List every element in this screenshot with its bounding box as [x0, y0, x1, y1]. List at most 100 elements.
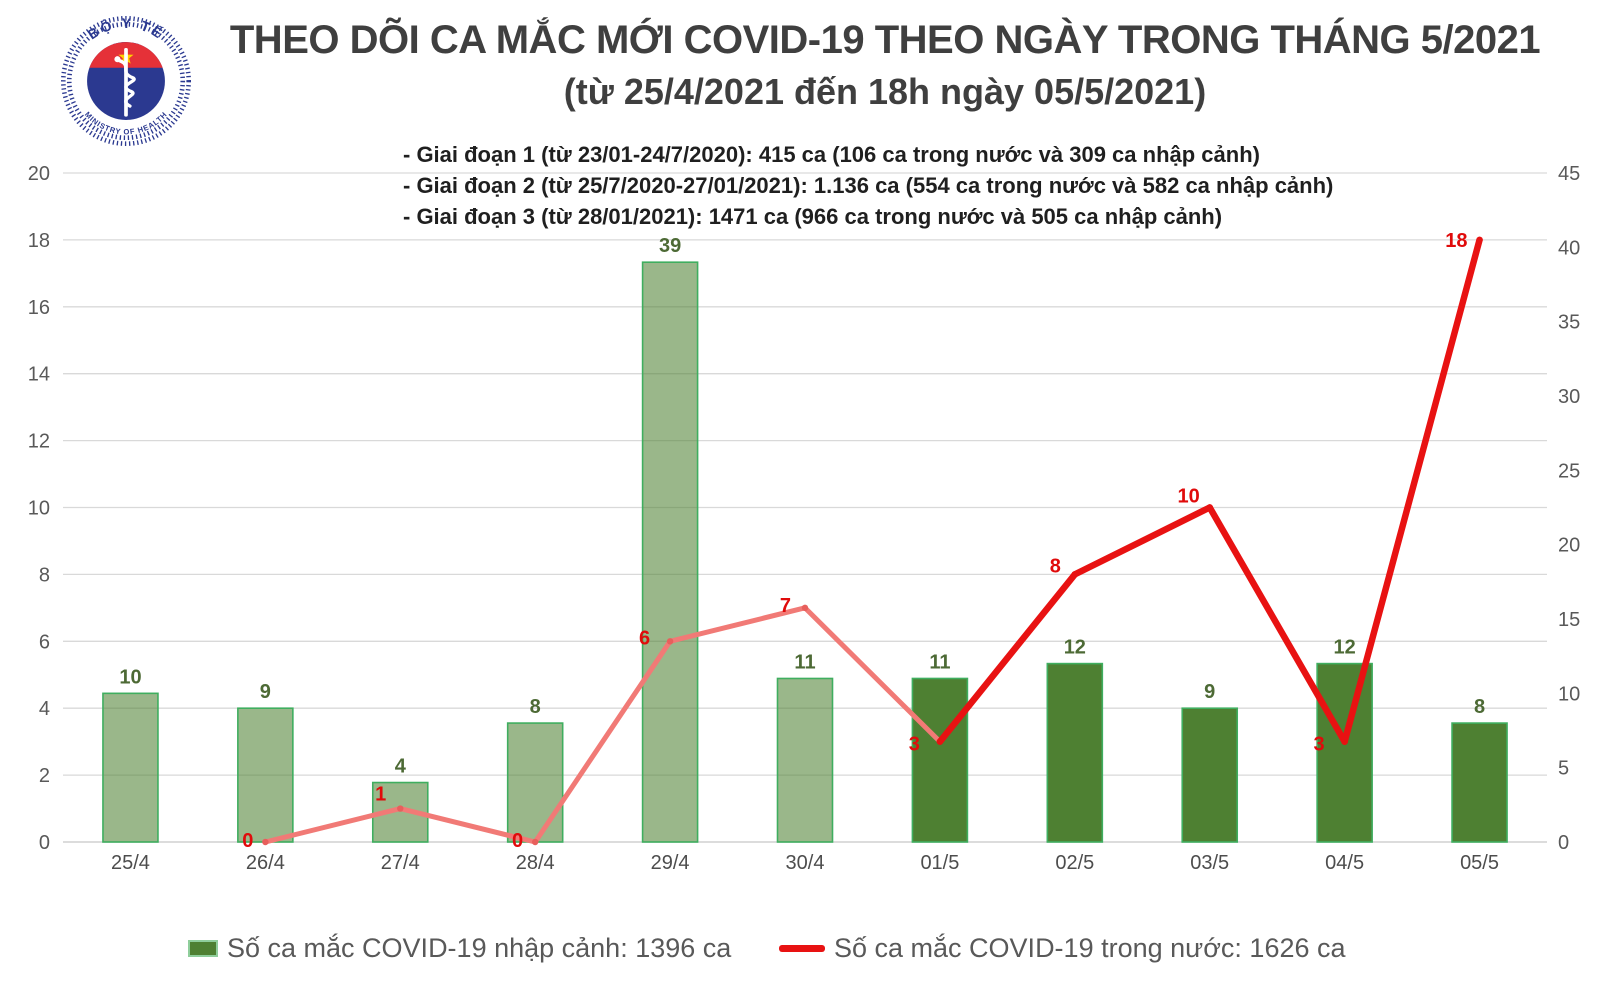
x-axis-label: 27/4	[381, 852, 420, 874]
bar-value-label: 4	[395, 756, 407, 778]
left-axis-tick-label: 8	[39, 564, 50, 586]
line-point	[1071, 571, 1079, 578]
line-value-label: 0	[512, 830, 523, 852]
line-value-label: 8	[1050, 555, 1061, 577]
left-axis-tick-label: 18	[28, 230, 50, 252]
line-segment	[1071, 504, 1213, 578]
annotation-phase-3: - Giai đoạn 3 (từ 28/01/2021): 1471 ca (…	[403, 204, 1223, 229]
bar-05-5	[1451, 722, 1508, 843]
legend-label-imported: Số ca mắc COVID-19 nhập cảnh: 1396 ca	[227, 932, 732, 963]
x-axis-label: 02/5	[1055, 852, 1094, 874]
bar-30-4	[776, 677, 834, 843]
line-segment	[1206, 504, 1348, 745]
line-point	[397, 805, 404, 812]
bar-value-label: 9	[260, 681, 271, 703]
bar-value-label: 11	[929, 651, 950, 673]
line-value-label: 0	[242, 830, 253, 852]
left-axis-tick-label: 6	[39, 631, 50, 653]
bar-value-label: 8	[530, 696, 541, 718]
bar-value-label: 10	[119, 666, 141, 688]
line-value-label: 3	[909, 734, 920, 756]
line-segment	[802, 605, 943, 745]
legend-item-imported: Số ca mắc COVID-19 nhập cảnh: 1396 ca	[188, 930, 731, 966]
rod-of-asclepius-icon	[114, 48, 136, 117]
bar-value-label: 11	[794, 651, 815, 673]
bar-value-label: 12	[1334, 637, 1356, 659]
right-axis-tick-label: 10	[1558, 683, 1580, 705]
left-axis-tick-label: 14	[28, 364, 50, 386]
right-axis-tick-label: 0	[1558, 832, 1569, 854]
x-axis-label: 01/5	[920, 852, 959, 874]
bar-26-4	[237, 707, 294, 843]
logo-outer-ray-ring	[60, 15, 192, 147]
bar-01-5	[911, 677, 969, 843]
left-axis-tick-label: 16	[28, 297, 50, 319]
right-axis-tick-label: 30	[1558, 386, 1580, 408]
x-axis-label: 29/4	[651, 852, 690, 874]
title-block: THEO DÕI CA MẮC MỚI COVID-19 THEO NGÀY T…	[185, 14, 1585, 118]
bar-value-label: 8	[1474, 696, 1485, 718]
bar-29-4	[641, 261, 699, 843]
bar-03-5	[1181, 707, 1239, 843]
bar-25-4	[102, 692, 159, 843]
line-point	[801, 604, 809, 612]
right-axis-tick-label: 40	[1558, 237, 1580, 259]
line-value-label: 3	[1314, 734, 1325, 756]
line-point	[1476, 236, 1483, 244]
line-segment	[397, 806, 538, 845]
line-value-label: 18	[1445, 230, 1467, 252]
x-axis-label: 03/5	[1190, 852, 1229, 874]
x-axis-label: 25/4	[111, 852, 150, 874]
line-segment	[667, 605, 808, 644]
line-value-label: 10	[1177, 486, 1199, 508]
legend-item-domestic: Số ca mắc COVID-19 trong nước: 1626 ca	[779, 930, 1346, 966]
chart-subtitle: (từ 25/4/2021 đến 18h ngày 05/5/2021)	[563, 71, 1207, 112]
line-point	[1341, 738, 1348, 745]
line-value-label: 6	[639, 627, 650, 649]
bar-28-4	[506, 722, 564, 843]
line-point	[666, 638, 674, 645]
ministry-of-health-logo: BỘ Y TẾ MINISTRY OF HEALTH	[60, 15, 192, 147]
legend-label-domestic: Số ca mắc COVID-19 trong nước: 1626 ca	[834, 932, 1346, 963]
right-axis-tick-label: 15	[1558, 609, 1580, 631]
bar-04-5	[1316, 662, 1373, 843]
phase-annotations: - Giai đoạn 1 (từ 23/01-24/7/2020): 415 …	[403, 139, 1333, 232]
imported-series-swatch	[188, 939, 218, 957]
right-axis-tick-label: 20	[1558, 535, 1580, 557]
chart-title: THEO DÕI CA MẮC MỚI COVID-19 THEO NGÀY T…	[229, 18, 1541, 62]
left-axis-tick-label: 0	[39, 832, 50, 854]
x-axis-label: 30/4	[786, 852, 825, 874]
bar-02-5	[1046, 662, 1104, 843]
line-segment	[532, 638, 673, 845]
right-axis-tick-label: 25	[1558, 460, 1580, 482]
annotation-phase-2: - Giai đoạn 2 (từ 25/7/2020-27/01/2021):…	[403, 173, 1334, 198]
line-point	[1206, 504, 1213, 511]
left-axis-tick-label: 10	[28, 498, 50, 520]
line-point	[262, 838, 269, 846]
x-axis-label: 26/4	[246, 852, 285, 874]
left-axis-tick-label: 4	[39, 698, 50, 720]
x-axis-label: 05/5	[1460, 852, 1499, 874]
right-axis-tick-label: 35	[1558, 312, 1580, 334]
line-point	[936, 738, 944, 745]
bar-value-label: 39	[659, 235, 681, 257]
left-axis-tick-label: 12	[28, 431, 50, 453]
bar-value-label: 9	[1204, 681, 1215, 703]
domestic-series-swatch	[779, 944, 825, 952]
left-axis-tick-label: 20	[28, 163, 50, 185]
right-axis-tick-label: 5	[1558, 758, 1569, 780]
line-segment	[262, 806, 403, 845]
right-axis-tick-label: 45	[1558, 163, 1580, 185]
line-segment	[936, 571, 1079, 745]
annotation-phase-1: - Giai đoạn 1 (từ 23/01-24/7/2020): 415 …	[403, 142, 1260, 167]
line-value-label: 1	[375, 784, 386, 806]
line-point	[531, 838, 539, 846]
logo-inner-ray-ring	[66, 21, 186, 141]
line-value-label: 7	[780, 595, 791, 617]
x-axis-label: 28/4	[516, 852, 555, 874]
left-axis-tick-label: 2	[39, 765, 50, 787]
bar-value-label: 12	[1064, 637, 1086, 659]
x-axis-label: 04/5	[1325, 852, 1364, 874]
